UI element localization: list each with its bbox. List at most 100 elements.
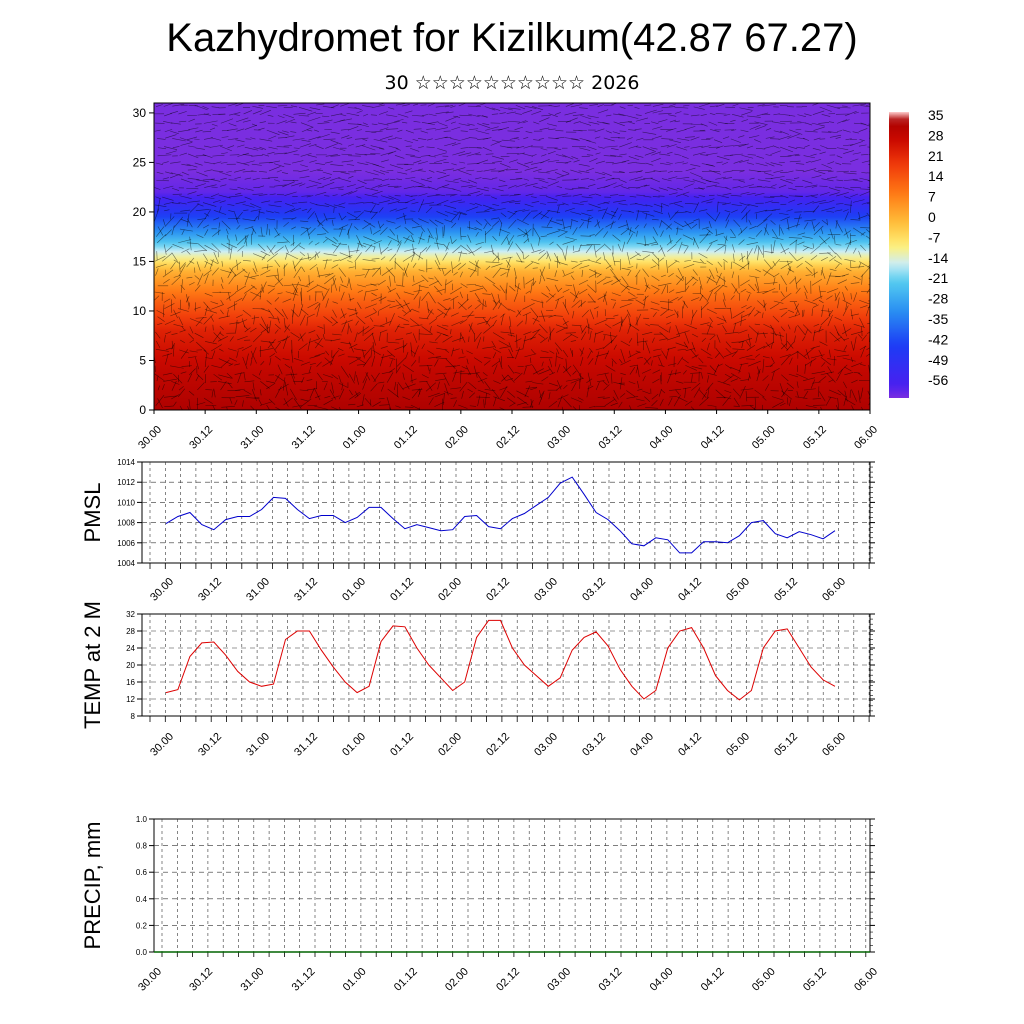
wind-vector (762, 113, 771, 115)
wind-vector (483, 360, 491, 366)
wind-vector (579, 147, 591, 151)
wind-vector (706, 290, 713, 303)
wind-vector (683, 194, 689, 197)
wind-vector (515, 347, 521, 360)
wind-vector (426, 177, 432, 180)
wind-vector (441, 268, 445, 275)
wind-vector (611, 279, 621, 286)
wind-vector (354, 211, 364, 221)
wind-vector (597, 109, 609, 114)
wind-vector (213, 161, 222, 165)
wind-vector (491, 263, 503, 268)
wind-vector (523, 145, 533, 149)
wind-vector (669, 103, 676, 107)
wind-vector (268, 135, 277, 140)
wind-vector (300, 152, 312, 157)
wind-vector (468, 261, 481, 269)
wind-vector (219, 325, 224, 330)
wind-vector (757, 104, 765, 107)
chart-title: Kazhydromet for Kizilkum(42.87 67.27) (166, 16, 858, 60)
wind-vector (692, 151, 706, 156)
wind-vector (401, 121, 408, 124)
wind-vector (749, 177, 755, 180)
wind-vector (562, 366, 572, 377)
wind-vector (548, 292, 555, 298)
wind-vector (589, 347, 594, 353)
wind-vector (610, 402, 619, 406)
wind-vector (203, 113, 212, 116)
heatmap-y-tick-label: 20 (133, 205, 147, 219)
wind-vector (157, 147, 167, 150)
heatmap-x-tick-label: 04.12 (699, 424, 727, 452)
wind-vector (850, 341, 854, 351)
wind-vector (629, 176, 643, 181)
wind-vector (698, 276, 703, 290)
wind-vector (627, 323, 631, 334)
wind-vector (364, 194, 378, 198)
wind-vector (234, 261, 242, 268)
wind-vector (450, 236, 453, 244)
wind-vector (812, 304, 819, 308)
wind-vector (461, 348, 464, 355)
wind-vector (578, 170, 590, 174)
wind-vector (243, 325, 248, 330)
wind-vector (834, 316, 843, 321)
wind-vector (549, 241, 554, 246)
wind-vector (844, 258, 856, 262)
wind-vector (436, 288, 446, 293)
wind-vector (661, 274, 666, 278)
wind-vector (611, 207, 619, 220)
wind-vector (317, 325, 324, 329)
wind-vector (204, 184, 217, 188)
wind-vector (492, 352, 497, 359)
wind-vector (196, 373, 204, 381)
heatmap-x-tick-label: 06.00 (852, 424, 880, 452)
wind-vector (513, 292, 518, 302)
wind-vector (491, 217, 500, 220)
wind-vector (682, 358, 689, 364)
wind-vector (484, 276, 496, 285)
wind-vector (578, 163, 590, 167)
wind-vector (850, 138, 857, 141)
wind-vector (405, 332, 412, 335)
wind-vector (796, 256, 804, 262)
wind-vector (317, 219, 326, 227)
wind-vector (541, 361, 544, 367)
wind-vector (194, 284, 201, 292)
wind-vector (427, 103, 437, 107)
wind-vector (491, 107, 501, 111)
wind-vector (499, 112, 506, 115)
wind-vector (820, 228, 824, 235)
wind-vector (428, 397, 434, 405)
wind-vector (178, 202, 187, 205)
wind-vector (428, 113, 437, 117)
wind-vector (290, 372, 296, 385)
wind-vector (324, 195, 330, 197)
pmsl-x-tick-label: 30.12 (196, 576, 224, 604)
wind-vector (565, 358, 568, 371)
wind-vector (474, 246, 482, 252)
wind-vector (513, 372, 523, 381)
wind-vector (813, 222, 820, 229)
wind-vector (581, 196, 593, 199)
wind-vector (523, 366, 527, 375)
wind-vector (357, 242, 367, 248)
wind-vector (371, 266, 382, 277)
wind-vector (282, 335, 288, 349)
wind-vector (524, 353, 537, 358)
wind-vector (434, 285, 443, 296)
wind-vector (692, 309, 694, 316)
wind-vector (859, 305, 868, 309)
wind-vector (442, 168, 454, 171)
wind-vector (339, 286, 341, 292)
wind-vector (803, 222, 809, 230)
wind-vector (698, 252, 708, 259)
wind-vector (669, 396, 677, 398)
wind-vector (603, 182, 617, 189)
wind-vector (564, 188, 574, 190)
wind-vector (170, 262, 176, 270)
wind-vector (795, 303, 800, 310)
wind-vector (556, 326, 569, 333)
precip-x-tick-label: 30.00 (136, 966, 164, 994)
wind-vector (284, 191, 297, 196)
